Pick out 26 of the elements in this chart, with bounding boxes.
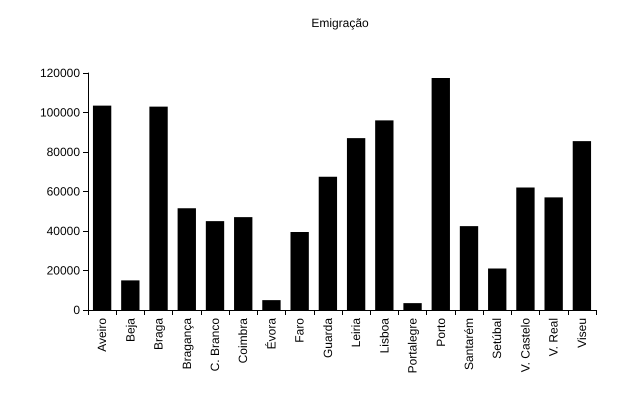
x-tick-label: Portalegre bbox=[406, 318, 420, 374]
x-tick-label: Santarém bbox=[462, 318, 476, 370]
x-tick-label: Setúbal bbox=[490, 318, 504, 359]
x-tick-label: C. Branco bbox=[208, 318, 222, 372]
x-tick-label: Coimbra bbox=[236, 318, 250, 364]
x-tick-label: Guarda bbox=[320, 318, 335, 358]
x-tick-label: Évora bbox=[264, 318, 278, 350]
x-tick-label: Aveiro bbox=[95, 318, 110, 352]
x-tick-label: Viseu bbox=[574, 318, 589, 348]
y-tick-label: 120000 bbox=[40, 66, 80, 80]
y-tick-label: 80000 bbox=[46, 145, 80, 159]
y-tick-label: 20000 bbox=[46, 264, 80, 278]
x-tick-label: Braga bbox=[152, 318, 166, 350]
x-tick-label: Faro bbox=[292, 318, 307, 343]
y-tick-label: 60000 bbox=[46, 184, 80, 198]
y-tick-label: 0 bbox=[73, 303, 80, 317]
y-tick-label: 40000 bbox=[46, 224, 80, 238]
x-tick-label: Lisboa bbox=[377, 318, 392, 354]
x-tick-label: Bragança bbox=[180, 318, 194, 370]
x-tick-label: Porto bbox=[434, 318, 448, 347]
x-tick-label: V. Real bbox=[546, 318, 561, 356]
x-tick-label: Beja bbox=[123, 318, 138, 342]
y-tick-label: 100000 bbox=[40, 106, 80, 120]
chart-title: Emigração bbox=[311, 16, 370, 30]
x-tick-label: V. Castelo bbox=[518, 318, 532, 372]
x-tick-label: Leiria bbox=[349, 318, 364, 348]
